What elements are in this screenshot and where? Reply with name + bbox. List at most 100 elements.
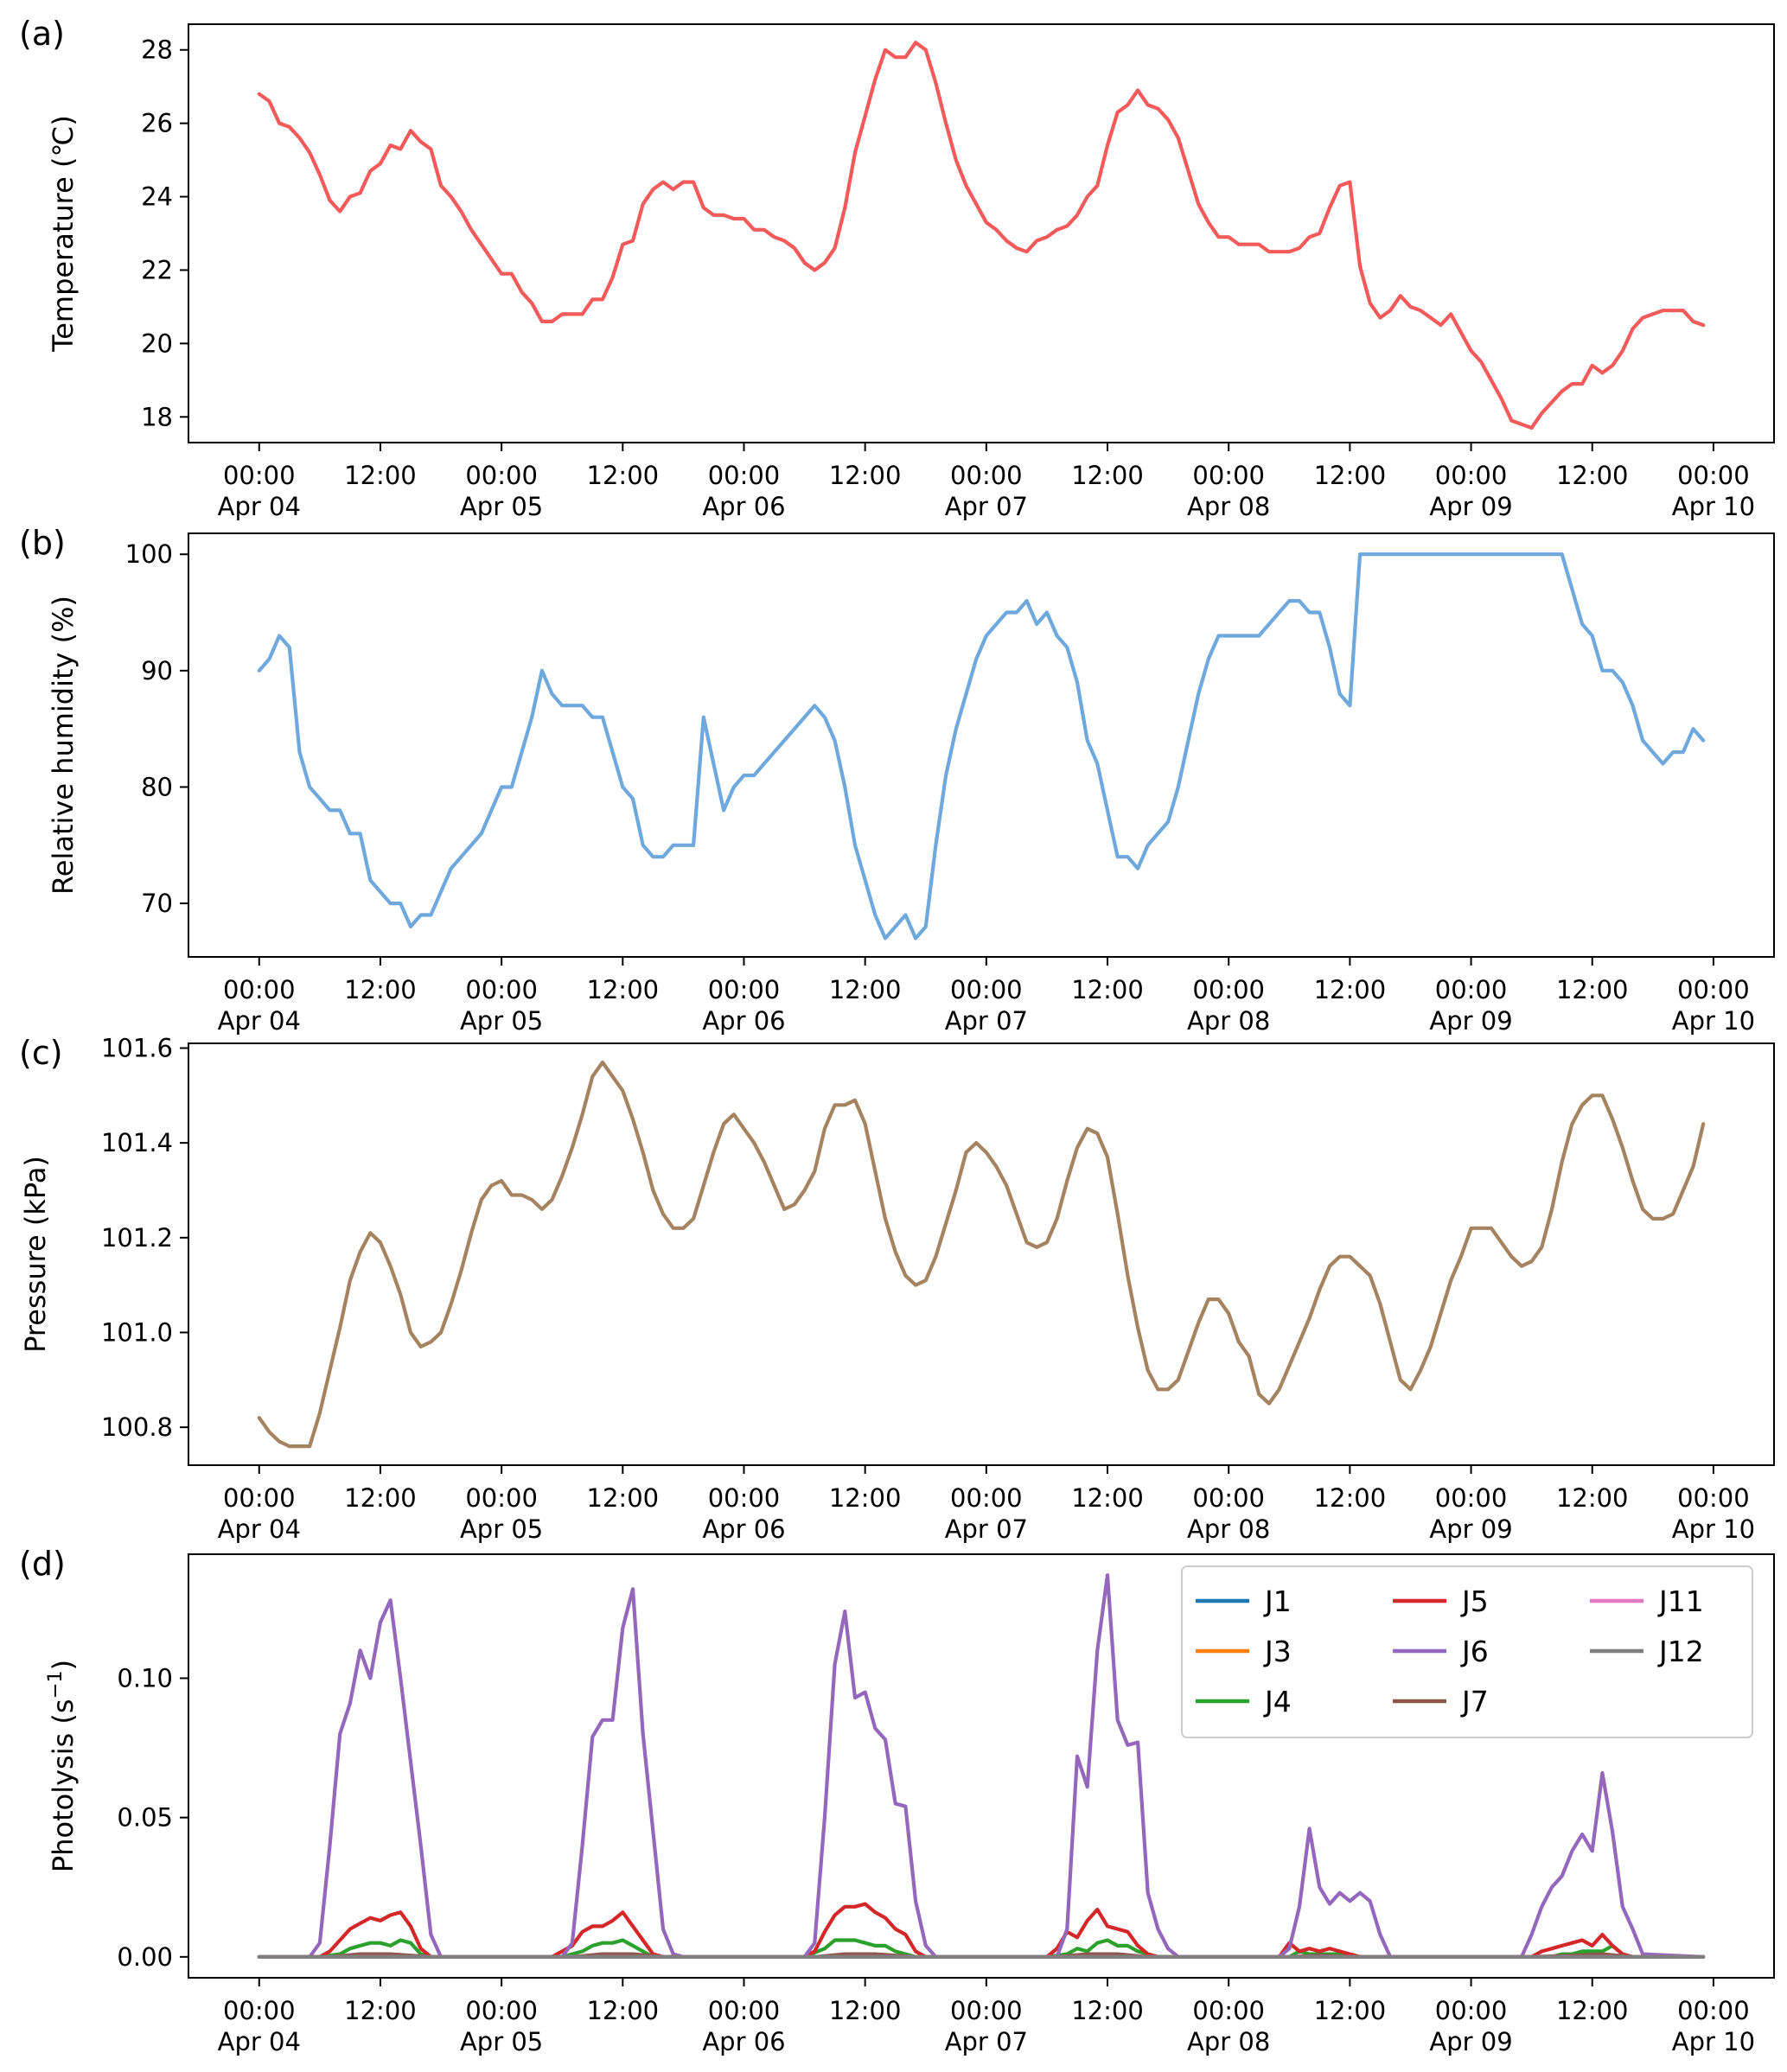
- x-tick-time: 00:00: [223, 1483, 296, 1513]
- x-tick-date: Apr 08: [1187, 1006, 1270, 1036]
- x-tick-time: 12:00: [587, 1483, 660, 1513]
- x-tick-time: 00:00: [950, 1483, 1023, 1513]
- y-axis-label: Relative humidity (%): [47, 596, 80, 895]
- legend-label-j6: J6: [1460, 1635, 1489, 1668]
- x-tick-date: Apr 10: [1672, 492, 1755, 521]
- y-tick-label: 0.10: [117, 1663, 173, 1693]
- x-tick-date: Apr 06: [702, 492, 785, 521]
- x-tick-date: Apr 06: [702, 2027, 785, 2056]
- x-tick-time: 00:00: [1192, 461, 1265, 490]
- y-tick-label: 100: [125, 539, 173, 569]
- legend-label-j5: J5: [1460, 1584, 1489, 1618]
- series-line-main: [257, 41, 1706, 430]
- legend-label-j3: J3: [1263, 1635, 1292, 1668]
- x-tick-time: 00:00: [950, 1996, 1023, 2025]
- x-tick-time: 00:00: [1677, 461, 1750, 490]
- y-tick-label: 101.0: [101, 1317, 173, 1347]
- x-tick-time: 12:00: [1314, 975, 1387, 1004]
- panel-label: (c): [19, 1034, 63, 1072]
- panel-label: (d): [19, 1545, 66, 1583]
- y-tick-label: 0.00: [117, 1942, 173, 1972]
- y-axis-label: Pressure (kPa): [19, 1156, 52, 1353]
- y-tick-label: 26: [141, 109, 173, 138]
- y-tick-label: 101.4: [101, 1128, 173, 1157]
- legend-label-j11: J11: [1657, 1584, 1704, 1618]
- x-tick-time: 12:00: [1314, 1996, 1387, 2025]
- y-axis-label: Photolysis (s−1): [44, 1660, 80, 1872]
- x-tick-date: Apr 09: [1429, 1006, 1512, 1036]
- y-tick-label: 0.05: [117, 1803, 173, 1833]
- y-tick-label: 70: [141, 889, 173, 918]
- x-tick-time: 00:00: [1192, 1483, 1265, 1513]
- x-tick-time: 12:00: [1071, 1483, 1144, 1513]
- x-tick-time: 00:00: [950, 975, 1023, 1004]
- x-tick-time: 12:00: [1071, 975, 1144, 1004]
- x-tick-date: Apr 05: [460, 2027, 543, 2056]
- x-tick-time: 00:00: [1192, 975, 1265, 1004]
- y-axis-label: Temperature (℃): [47, 115, 80, 353]
- series-line-j4: [257, 1938, 1706, 1959]
- x-tick-date: Apr 04: [218, 1006, 301, 1036]
- x-tick-time: 12:00: [1314, 461, 1387, 490]
- x-tick-time: 00:00: [465, 975, 538, 1004]
- x-tick-time: 12:00: [344, 1483, 417, 1513]
- x-tick-date: Apr 09: [1429, 1514, 1512, 1544]
- x-tick-date: Apr 08: [1187, 492, 1270, 521]
- x-tick-time: 00:00: [223, 1996, 296, 2025]
- y-tick-label: 100.8: [101, 1412, 173, 1442]
- x-tick-time: 00:00: [465, 1483, 538, 1513]
- series-group: [257, 1060, 1706, 1449]
- plot-frame: [188, 532, 1775, 958]
- x-tick-time: 12:00: [344, 1996, 417, 2025]
- y-tick-label: 90: [141, 656, 173, 685]
- x-tick-date: Apr 05: [460, 1006, 543, 1036]
- x-tick-date: Apr 07: [945, 1006, 1028, 1036]
- series-group: [257, 552, 1706, 940]
- x-tick-date: Apr 08: [1187, 1514, 1270, 1544]
- x-tick-time: 00:00: [1435, 1483, 1508, 1513]
- x-tick-time: 12:00: [344, 461, 417, 490]
- y-tick-label: 24: [141, 182, 173, 212]
- x-tick-time: 00:00: [1677, 1996, 1750, 2025]
- series-line-main: [257, 552, 1706, 940]
- y-tick-label: 101.2: [101, 1223, 173, 1253]
- x-tick-time: 12:00: [829, 1483, 902, 1513]
- x-tick-time: 00:00: [1435, 461, 1508, 490]
- x-tick-time: 12:00: [1556, 1483, 1629, 1513]
- panel-label: (a): [19, 15, 65, 53]
- legend-label-j12: J12: [1657, 1635, 1704, 1668]
- x-tick-time: 00:00: [465, 461, 538, 490]
- x-tick-date: Apr 10: [1672, 2027, 1755, 2056]
- series-group: [257, 1573, 1706, 1959]
- legend: J1 J3 J4 J5 J6 J7 J11 J12: [1181, 1565, 1753, 1738]
- x-tick-time: 00:00: [1435, 975, 1508, 1004]
- x-tick-date: Apr 05: [460, 492, 543, 521]
- x-tick-time: 12:00: [1556, 1996, 1629, 2025]
- x-tick-time: 00:00: [708, 975, 781, 1004]
- x-tick-time: 00:00: [708, 461, 781, 490]
- y-tick-label: 80: [141, 772, 173, 801]
- x-tick-date: Apr 08: [1187, 2027, 1270, 2056]
- x-tick-date: Apr 10: [1672, 1006, 1755, 1036]
- panel-label: (b): [19, 524, 66, 562]
- y-tick-label: 18: [141, 402, 173, 431]
- x-tick-date: Apr 04: [218, 2027, 301, 2056]
- x-tick-time: 12:00: [1314, 1483, 1387, 1513]
- x-tick-time: 12:00: [587, 1996, 660, 2025]
- y-tick-label: 20: [141, 328, 173, 358]
- series-group: [257, 41, 1706, 430]
- x-tick-time: 12:00: [587, 975, 660, 1004]
- series-line-main: [257, 1060, 1706, 1449]
- x-tick-time: 00:00: [950, 461, 1023, 490]
- x-tick-date: Apr 04: [218, 1514, 301, 1544]
- plot-frame: [188, 1042, 1775, 1466]
- y-tick-label: 22: [141, 255, 173, 284]
- x-tick-date: Apr 07: [945, 2027, 1028, 2056]
- plot-frame: [188, 1553, 1775, 1979]
- x-tick-time: 12:00: [829, 461, 902, 490]
